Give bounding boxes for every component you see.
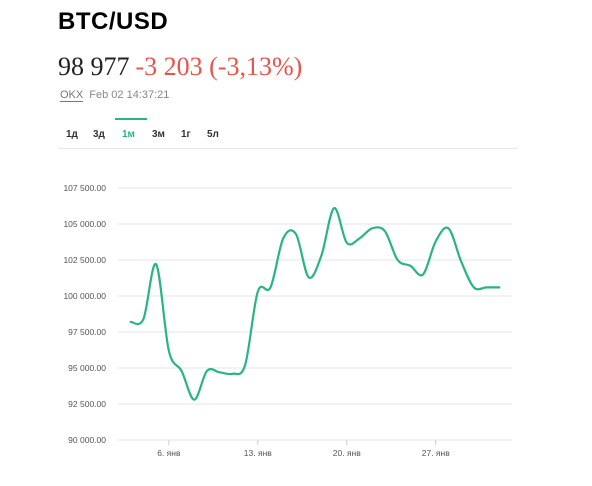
tab-3m[interactable]: 3м [152,129,165,140]
source-line: OKX Feb 02 14:37:21 [60,89,170,102]
tab-1y[interactable]: 1г [181,129,191,140]
x-tick-label: 6. янв [157,448,181,458]
current-price: 98 977 [58,52,130,81]
y-tick-label: 95 000.00 [68,363,106,373]
price-change: -3 203 (-3,13%) [135,52,303,81]
y-tick-label: 100 000.00 [63,291,106,301]
y-tick-label: 107 500.00 [63,183,106,193]
price-line [129,207,501,401]
y-tick-label: 90 000.00 [68,435,106,445]
tab-3d[interactable]: 3д [93,129,105,140]
y-tick-label: 105 000.00 [63,219,106,229]
quote-timestamp: Feb 02 14:37:21 [89,89,170,101]
tab-1d[interactable]: 1д [66,129,78,140]
period-tabs: 1д 3д 1м 3м 1г 5л [58,118,518,149]
tab-1m[interactable]: 1м [122,129,135,140]
price-quote: 98 977 -3 203 (-3,13%) [58,52,302,82]
y-tick-label: 97 500.00 [68,327,106,337]
x-tick-label: 27. янв [422,448,450,458]
tab-5y[interactable]: 5л [207,129,219,140]
y-tick-label: 102 500.00 [63,255,106,265]
active-tab-indicator [115,118,147,120]
x-tick-label: 13. янв [244,448,272,458]
exchange-link[interactable]: OKX [60,89,84,102]
pair-title: BTC/USD [58,8,169,35]
x-tick-label: 20. янв [333,448,361,458]
y-tick-label: 92 500.00 [68,399,106,409]
